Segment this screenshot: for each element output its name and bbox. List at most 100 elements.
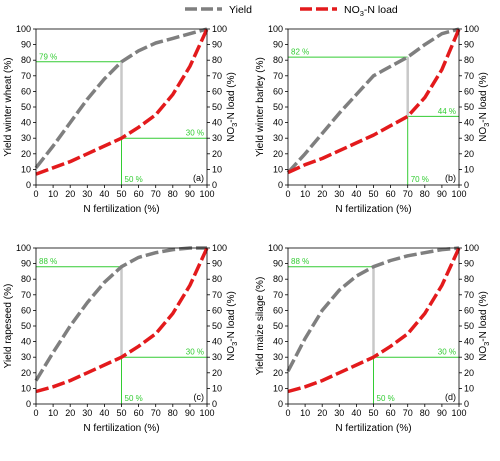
x-tick-label: 90 bbox=[437, 189, 447, 199]
y-tick-label: 40 bbox=[21, 337, 31, 347]
x-tick-label: 10 bbox=[300, 189, 310, 199]
y2-tick-label: 50 bbox=[464, 321, 474, 331]
y2-axis-label: NO3-N load (%) bbox=[478, 291, 491, 361]
legend-nitrate-label-prefix: NO bbox=[344, 4, 360, 16]
y2-tick-label: 40 bbox=[212, 337, 222, 347]
y2-axis-label-prefix: NO bbox=[478, 346, 489, 361]
y-tick-label: 0 bbox=[26, 180, 31, 190]
annotation-x-label: 50 % bbox=[125, 175, 143, 184]
x-tick-label: 10 bbox=[48, 408, 58, 418]
y-tick-label: 20 bbox=[273, 368, 283, 378]
y-tick-label: 40 bbox=[21, 118, 31, 128]
y-tick-label: 90 bbox=[273, 259, 283, 269]
y2-axis-label: NO3-N load (%) bbox=[226, 72, 239, 142]
x-tick-label: 10 bbox=[48, 189, 58, 199]
x-tick-label: 50 bbox=[116, 408, 126, 418]
y-tick-label: 40 bbox=[273, 337, 283, 347]
y2-tick-label: 70 bbox=[212, 290, 222, 300]
y2-tick-label: 10 bbox=[464, 164, 474, 174]
y-tick-label: 60 bbox=[273, 86, 283, 96]
x-axis-label: N fertilization (%) bbox=[83, 204, 159, 215]
y-tick-label: 80 bbox=[273, 55, 283, 65]
y-tick-label: 100 bbox=[268, 243, 283, 253]
y-tick-label: 60 bbox=[21, 86, 31, 96]
y-tick-label: 0 bbox=[278, 180, 283, 190]
y-tick-label: 100 bbox=[16, 243, 31, 253]
panel-letter: (c) bbox=[194, 392, 205, 402]
y-tick-label: 90 bbox=[21, 259, 31, 269]
y2-tick-label: 40 bbox=[212, 118, 222, 128]
annotation-yield-label: 82 % bbox=[291, 48, 309, 57]
y2-tick-label: 10 bbox=[212, 164, 222, 174]
panel-letter: (b) bbox=[445, 173, 456, 183]
yield-curve bbox=[286, 27, 460, 174]
x-tick-label: 50 bbox=[116, 189, 126, 199]
x-tick-label: 0 bbox=[285, 408, 290, 418]
x-tick-label: 0 bbox=[33, 408, 38, 418]
y2-tick-label: 100 bbox=[464, 24, 479, 34]
annotation-x-label: 70 % bbox=[411, 175, 429, 184]
y-tick-label: 90 bbox=[21, 40, 31, 50]
y2-tick-label: 90 bbox=[212, 40, 222, 50]
x-tick-label: 50 bbox=[368, 189, 378, 199]
y2-tick-label: 0 bbox=[464, 180, 469, 190]
x-axis-label: N fertilization (%) bbox=[83, 423, 159, 434]
nitrate-curve bbox=[35, 28, 209, 176]
annotation-nitrate-label: 30 % bbox=[438, 348, 456, 357]
annotation-yield-label: 88 % bbox=[39, 257, 57, 266]
y2-tick-label: 0 bbox=[212, 399, 217, 409]
y-tick-label: 20 bbox=[21, 368, 31, 378]
x-tick-label: 90 bbox=[185, 189, 195, 199]
y-tick-label: 10 bbox=[273, 383, 283, 393]
x-tick-label: 60 bbox=[386, 189, 396, 199]
y-tick-label: 70 bbox=[273, 290, 283, 300]
x-tick-label: 70 bbox=[403, 408, 413, 418]
y2-tick-label: 60 bbox=[212, 86, 222, 96]
x-tick-label: 60 bbox=[386, 408, 396, 418]
yield-curve bbox=[34, 246, 207, 382]
y2-tick-label: 60 bbox=[464, 305, 474, 315]
y-tick-label: 20 bbox=[273, 149, 283, 159]
x-tick-label: 80 bbox=[168, 408, 178, 418]
x-axis-label: N fertilization (%) bbox=[335, 204, 411, 215]
y2-axis-label-suffix: -N load (%) bbox=[478, 291, 489, 342]
x-tick-label: 30 bbox=[82, 189, 92, 199]
legend-nitrate-label-sub: 3 bbox=[360, 9, 364, 18]
y-axis-label: Yield maize silage (%) bbox=[255, 277, 266, 376]
y2-tick-label: 80 bbox=[464, 55, 474, 65]
y-tick-label: 30 bbox=[21, 352, 31, 362]
legend: Yield NO3-N load bbox=[185, 4, 398, 18]
y-tick-label: 30 bbox=[21, 133, 31, 143]
y2-tick-label: 100 bbox=[464, 243, 479, 253]
x-tick-label: 0 bbox=[285, 189, 290, 199]
annotation-nitrate-label: 44 % bbox=[438, 107, 456, 116]
x-tick-label: 20 bbox=[65, 408, 75, 418]
y2-tick-label: 60 bbox=[212, 305, 222, 315]
x-tick-label: 40 bbox=[351, 408, 361, 418]
y2-tick-label: 30 bbox=[464, 352, 474, 362]
y2-axis-label-prefix: NO bbox=[226, 346, 237, 361]
legend-nitrate-label-suffix: -N load bbox=[364, 4, 398, 16]
y2-tick-label: 90 bbox=[212, 259, 222, 269]
x-tick-label: 90 bbox=[437, 408, 447, 418]
x-tick-label: 80 bbox=[420, 408, 430, 418]
y2-tick-label: 90 bbox=[464, 40, 474, 50]
y2-axis-label-prefix: NO bbox=[478, 127, 489, 142]
y2-tick-label: 50 bbox=[464, 102, 474, 112]
x-axis-label: N fertilization (%) bbox=[335, 423, 411, 434]
y-tick-label: 50 bbox=[21, 321, 31, 331]
y2-axis-label-sub: 3 bbox=[230, 123, 239, 127]
y-axis-label: Yield winter barley (%) bbox=[255, 57, 266, 157]
x-tick-label: 70 bbox=[151, 408, 161, 418]
y2-tick-label: 10 bbox=[212, 383, 222, 393]
nitrate-curve bbox=[287, 247, 461, 394]
annotation-x-label: 50 % bbox=[125, 394, 143, 403]
y2-axis-label-sub: 3 bbox=[482, 342, 491, 346]
x-tick-label: 60 bbox=[134, 408, 144, 418]
y-tick-label: 40 bbox=[273, 118, 283, 128]
x-tick-label: 30 bbox=[334, 408, 344, 418]
x-tick-label: 50 bbox=[368, 408, 378, 418]
